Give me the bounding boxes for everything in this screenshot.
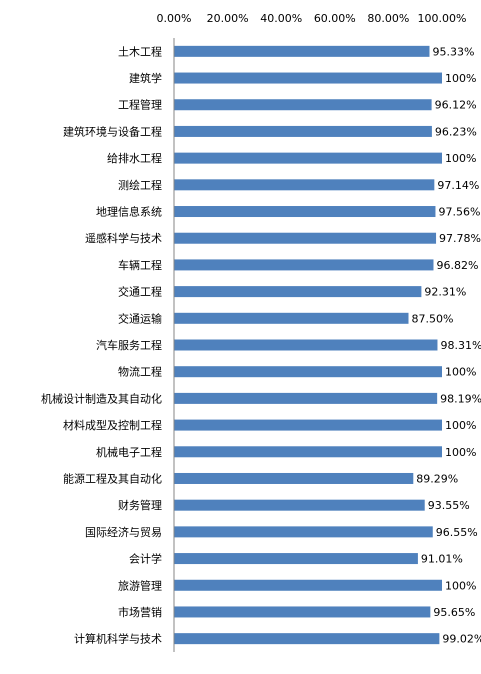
- x-tick-label: 20.00%: [207, 12, 249, 25]
- bar: [174, 420, 442, 431]
- category-label: 给排水工程: [107, 151, 162, 165]
- category-label: 旅游管理: [118, 578, 162, 592]
- category-label: 车辆工程: [118, 258, 162, 272]
- data-label: 95.65%: [433, 606, 475, 619]
- data-label: 97.78%: [439, 232, 481, 245]
- data-label: 100%: [445, 366, 476, 379]
- x-axis-ticks: 0.00% 20.00% 40.00% 60.00% 80.00% 100.00%: [157, 12, 467, 25]
- bar: [174, 446, 442, 457]
- data-label: 89.29%: [416, 472, 458, 485]
- category-label: 计算机科学与技术: [74, 632, 162, 646]
- bar: [174, 553, 418, 564]
- data-label: 93.55%: [428, 499, 470, 512]
- category-label: 会计学: [129, 552, 162, 566]
- bar: [174, 313, 409, 324]
- bar: [174, 526, 433, 537]
- bar: [174, 473, 413, 484]
- category-label: 地理信息系统: [96, 205, 162, 219]
- data-label: 98.31%: [440, 339, 481, 352]
- bar: [174, 259, 433, 270]
- x-tick-label: 80.00%: [367, 12, 409, 25]
- bar: [174, 606, 430, 617]
- x-tick-label: 0.00%: [157, 12, 192, 25]
- bar: [174, 393, 437, 404]
- bar: [174, 233, 436, 244]
- category-label: 遥感科学与技术: [85, 231, 162, 245]
- category-label: 国际经济与贸易: [85, 525, 162, 539]
- data-label: 97.14%: [437, 179, 479, 192]
- category-label: 财务管理: [118, 498, 162, 512]
- data-label: 98.19%: [440, 392, 481, 405]
- category-label: 交通工程: [118, 285, 162, 299]
- bar: [174, 340, 437, 351]
- data-label: 100%: [445, 419, 476, 432]
- category-label: 测绘工程: [118, 178, 162, 192]
- bars: [174, 46, 442, 644]
- category-label: 建筑环境与设备工程: [63, 124, 162, 138]
- category-label: 机械电子工程: [96, 445, 162, 459]
- x-tick-label: 40.00%: [260, 12, 302, 25]
- category-label: 建筑学: [129, 71, 162, 85]
- data-label: 96.12%: [435, 99, 477, 112]
- category-label: 物流工程: [118, 365, 162, 379]
- bar: [174, 99, 432, 110]
- bar: [174, 286, 421, 297]
- category-label: 市场营销: [118, 605, 162, 619]
- data-label: 100%: [445, 72, 476, 85]
- data-label: 96.23%: [435, 125, 477, 138]
- category-labels: 土木工程建筑学工程管理建筑环境与设备工程给排水工程测绘工程地理信息系统遥感科学与…: [41, 45, 162, 645]
- data-label: 100%: [445, 579, 476, 592]
- data-label: 99.02%: [442, 633, 481, 646]
- data-label: 97.56%: [438, 206, 480, 219]
- x-tick-label: 100.00%: [418, 12, 467, 25]
- data-label: 96.55%: [436, 526, 478, 539]
- bar: [174, 126, 432, 137]
- bar: [174, 633, 439, 644]
- category-label: 能源工程及其自动化: [63, 471, 162, 485]
- bar: [174, 366, 442, 377]
- x-tick-label: 60.00%: [314, 12, 356, 25]
- category-label: 汽车服务工程: [96, 338, 162, 352]
- bar: [174, 206, 435, 217]
- category-label: 工程管理: [118, 98, 162, 112]
- category-label: 材料成型及控制工程: [63, 418, 162, 432]
- category-label: 土木工程: [118, 45, 162, 58]
- data-label: 100%: [445, 152, 476, 165]
- data-label: 95.33%: [432, 45, 474, 58]
- category-label: 机械设计制造及其自动化: [41, 391, 162, 405]
- bar: [174, 153, 442, 164]
- bar: [174, 580, 442, 591]
- data-label: 96.82%: [436, 259, 478, 272]
- data-label: 100%: [445, 446, 476, 459]
- bar: [174, 73, 442, 84]
- bar: [174, 46, 429, 57]
- bar: [174, 500, 425, 511]
- category-label: 交通运输: [118, 311, 162, 325]
- data-label: 87.50%: [412, 312, 454, 325]
- data-label: 91.01%: [421, 553, 463, 566]
- bar: [174, 179, 434, 190]
- data-label: 92.31%: [424, 286, 466, 299]
